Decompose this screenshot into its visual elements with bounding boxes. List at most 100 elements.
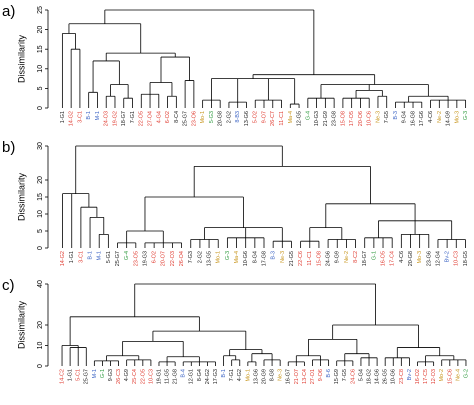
leaf-label: 9-G3 [108,369,114,381]
leaf-label: Ne-4 [455,369,461,381]
dendrogram-link [408,95,449,103]
leaf-label: 3-C1 [78,251,84,263]
leaf-label: 25-G7 [115,251,121,266]
dendrogram-link [152,330,247,350]
dendrogram-link [384,357,410,366]
leaf-label: B-1 [221,369,227,378]
dendrogram-link [70,48,81,108]
leaf-label: B-4 [181,369,187,378]
leaf-label: 22-O5 [140,369,146,384]
leaf-label: Mo-3 [454,111,460,124]
leaf-label: 16-O5 [380,251,386,266]
dendrogram-link [104,9,315,75]
leaf-label: 21-G9 [323,111,329,126]
leaf-label: 17-O5 [349,111,355,126]
leaf-label: 24-G2 [205,369,211,384]
leaf-label: G-4 [124,251,130,260]
leaf-label: 23-O5 [133,251,139,266]
dendrogram-link [251,353,273,362]
leaf-label: 1-G1 [69,251,75,263]
leaf-label: 22-O3 [170,251,176,266]
leaf-label: G-3 [463,111,469,120]
leaf-label: 10-C3 [148,369,154,384]
leaf-label: 23-O6 [191,111,197,126]
leaf-label: 17-G3 [213,369,219,384]
leaf-label: 5-G4 [358,369,364,381]
y-tick-label: 10 [37,210,44,218]
dendrogram-link [287,361,305,366]
leaf-label: Ne-3 [278,369,284,381]
y-tick-label: 40 [37,280,44,288]
leaf-label: 8-B3 [235,111,241,123]
dendrogram-link [75,145,283,194]
dendrogram-link [117,242,137,248]
dendrogram-link [308,338,358,356]
leaf-label: 14-G9 [446,111,452,126]
leaf-label: 21-G5 [289,251,295,266]
dendrogram-link [158,361,176,366]
dendrogram-link [377,95,388,108]
dendrogram-link [400,234,430,248]
leaf-label: M-1 [95,111,101,120]
dendrogram-link [61,33,76,108]
leaf-label: 4-G2 [237,369,243,381]
y-tick-label: 0 [37,106,44,110]
leaf-label: G-1 [100,369,106,378]
leaf-label: 8-G4 [197,369,203,381]
panel-label: b) [2,139,15,156]
leaf-label: 16-G7 [286,369,292,384]
dendrogram-link [312,359,330,366]
leaf-label: M-1 [97,251,103,260]
dendrogram-link [355,89,383,99]
leaf-label: 8-G8 [270,369,276,381]
leaf-label: 14-G6 [375,369,381,384]
dendrogram-link [140,93,160,108]
leaf-label: 11-C1 [307,251,313,266]
leaf-label: 5-G3 [209,111,215,123]
leaf-label: 15-O8 [316,251,322,266]
y-tick-label: 20 [37,321,44,329]
dendrogram-link [92,60,120,93]
leaf-label: 22-C6 [298,251,304,266]
dendrogram-link [202,99,221,108]
leaf-label: 10-G6 [391,369,397,384]
leaf-label: 2-G2 [226,111,232,123]
leaf-label: 9-G4 [402,111,408,123]
leaf-label: 12-G5 [297,111,303,126]
dendrogram-link [360,357,378,366]
leaf-label: 26-G5 [383,369,389,384]
dendrogram-link [441,359,467,366]
y-tick-label: 5 [37,86,44,90]
leaf-label: 1-G1 [60,111,66,123]
leaf-label: 17-G8 [261,251,267,266]
dendrogram-link [332,324,419,348]
y-tick-label: 0 [37,364,44,368]
leaf-label: 17-C4 [390,251,396,266]
dendrogram-link [320,84,429,99]
leaf-label: B-6 [326,369,332,378]
leaf-label: 12-G1 [189,369,195,384]
leaf-label: Ne-2 [344,251,350,263]
leaf-label: 13-G6 [253,369,259,384]
y-tick-label: 25 [37,6,44,14]
leaf-label: 20-O6 [358,111,364,126]
leaf-label: 7-G5 [384,111,390,123]
leaf-label: 20-G9 [261,369,267,384]
leaf-label: 6-O2 [152,251,158,263]
leaf-label: 20-O7 [161,251,167,266]
dendrogram-link [300,240,320,248]
leaf-label: 25-G7 [84,369,90,384]
y-tick-label: 15 [37,45,44,53]
leaf-label: B-1 [87,251,93,260]
leaf-label: 4-G4 [156,111,162,123]
leaf-label: 23-C8 [399,369,405,384]
leaf-label: Ne-3 [375,111,381,123]
leaf-label: 1-G1 [68,369,74,381]
leaf-label: 7-G1 [229,369,235,381]
leaf-label: 24-O3 [104,111,110,126]
dendrogram-link [342,97,370,108]
leaf-label: 17-G6 [419,111,425,126]
leaf-label: 26-C3 [116,369,122,384]
dendrogram-link [295,355,321,362]
y-tick-label: 20 [37,26,44,34]
